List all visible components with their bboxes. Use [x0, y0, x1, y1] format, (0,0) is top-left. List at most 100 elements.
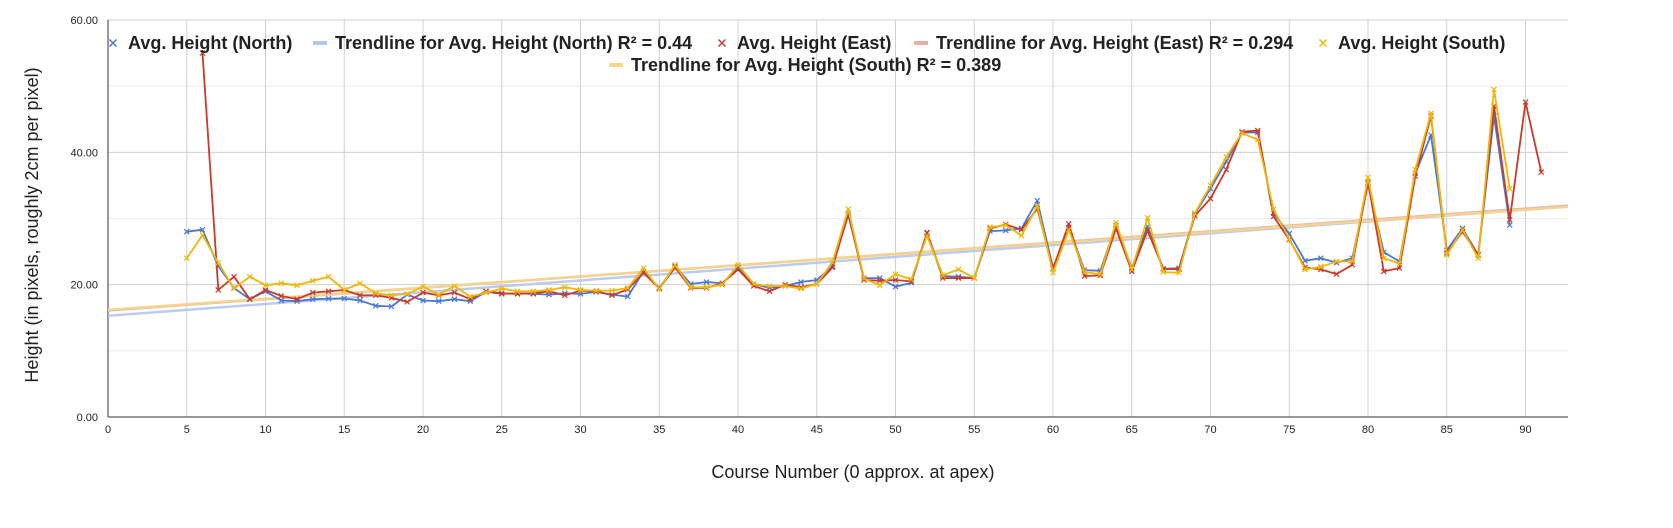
data-point	[231, 273, 237, 280]
data-point	[1207, 182, 1214, 189]
data-point	[514, 288, 521, 295]
data-point	[199, 232, 206, 238]
data-point	[624, 293, 631, 300]
data-point	[294, 296, 300, 303]
legend-label: Avg. Height (North)	[128, 33, 292, 53]
data-point	[309, 289, 316, 296]
y-tick-label: 60.00	[70, 15, 98, 27]
data-point	[451, 283, 458, 289]
legend-label: Trendline for Avg. Height (East) R² = 0.…	[936, 33, 1293, 53]
data-point	[1144, 227, 1151, 234]
data-point	[1050, 269, 1056, 276]
data-point	[876, 277, 883, 284]
data-point	[1034, 197, 1041, 204]
data-point	[1333, 258, 1340, 265]
y-axis-title: Height (in pixels, roughly 2cm per pixel…	[22, 67, 42, 382]
data-point	[420, 283, 426, 290]
legend-label: Trendline for Avg. Height (South) R² = 0…	[631, 55, 1001, 75]
data-point	[1002, 227, 1009, 234]
axes: 0.00 20.00 40.00 60.00 0 5 10 15 20 25 30 35 40 45 50 5…	[70, 15, 1568, 436]
data-point	[1270, 213, 1277, 220]
legend-item: Trendline for Avg. Height (North) R² = 0…	[313, 33, 692, 53]
data-point	[861, 277, 867, 283]
data-point	[215, 287, 222, 293]
data-point	[1113, 219, 1119, 226]
legend-item: Avg. Height (South)	[1318, 33, 1505, 53]
y-tick-label: 40.00	[70, 147, 98, 159]
data-point	[1317, 255, 1324, 262]
data-point	[246, 296, 253, 303]
data-point	[1223, 166, 1230, 173]
data-point	[656, 286, 663, 293]
data-point	[1065, 226, 1072, 233]
data-point	[1475, 255, 1482, 262]
data-point	[183, 255, 190, 262]
data-point	[498, 285, 505, 292]
data-point	[798, 285, 804, 292]
data-point	[577, 287, 584, 293]
data-point	[309, 277, 316, 284]
x-tick-label: 0	[105, 424, 111, 436]
data-point	[1128, 268, 1135, 275]
data-point	[939, 272, 946, 279]
x-tick-label: 50	[889, 424, 901, 436]
x-tick-label: 75	[1283, 424, 1295, 436]
data-point	[955, 275, 962, 281]
data-point	[467, 298, 474, 305]
x-tick-label: 85	[1441, 424, 1453, 436]
data-point	[892, 277, 899, 283]
data-point	[498, 290, 505, 297]
data-point	[1333, 271, 1340, 278]
x-tick-label: 55	[968, 424, 980, 436]
data-point	[341, 287, 348, 293]
data-point	[672, 261, 678, 268]
data-point	[483, 289, 489, 296]
data-point	[987, 224, 993, 231]
data-point	[388, 303, 395, 310]
data-point	[1302, 257, 1308, 264]
data-point	[309, 296, 316, 303]
data-point	[1254, 127, 1261, 134]
data-point	[1207, 195, 1214, 202]
data-point	[1160, 269, 1167, 276]
legend-item: Trendline for Avg. Height (South) R² = 0…	[609, 55, 1001, 75]
data-point	[183, 228, 190, 235]
data-point	[1081, 269, 1088, 276]
y-tick-label: 0.00	[77, 412, 98, 424]
x-tick-label: 5	[184, 424, 190, 436]
data-point	[1144, 214, 1151, 221]
x-tick-label: 80	[1362, 424, 1374, 436]
data-point	[561, 292, 568, 299]
data-point	[1191, 210, 1198, 217]
data-point	[530, 288, 537, 295]
data-point	[1443, 251, 1450, 258]
data-point	[1317, 263, 1324, 270]
legend-item: Avg. Height (East)	[717, 33, 891, 53]
data-point	[813, 281, 820, 287]
x-tick-label: 45	[811, 424, 823, 436]
data-point	[341, 295, 348, 302]
legend-marker-icon	[108, 38, 118, 48]
data-point	[262, 288, 269, 295]
data-point	[1223, 154, 1230, 160]
data-point	[1270, 206, 1277, 213]
data-point	[1380, 268, 1387, 275]
x-axis-title: Course Number (0 approx. at apex)	[711, 462, 994, 482]
data-point	[467, 293, 474, 300]
data-point	[687, 284, 694, 291]
data-point	[546, 287, 552, 293]
data-point	[609, 292, 615, 299]
data-point	[420, 289, 426, 296]
data-point	[278, 297, 285, 304]
data-point	[924, 232, 930, 239]
data-point	[388, 292, 395, 299]
data-point	[561, 284, 568, 291]
data-point	[829, 259, 836, 266]
data-point	[435, 291, 442, 298]
data-point	[262, 287, 269, 293]
data-point	[861, 275, 867, 282]
data-point	[845, 206, 852, 213]
data-point	[1491, 86, 1497, 93]
data-point	[1506, 185, 1513, 192]
